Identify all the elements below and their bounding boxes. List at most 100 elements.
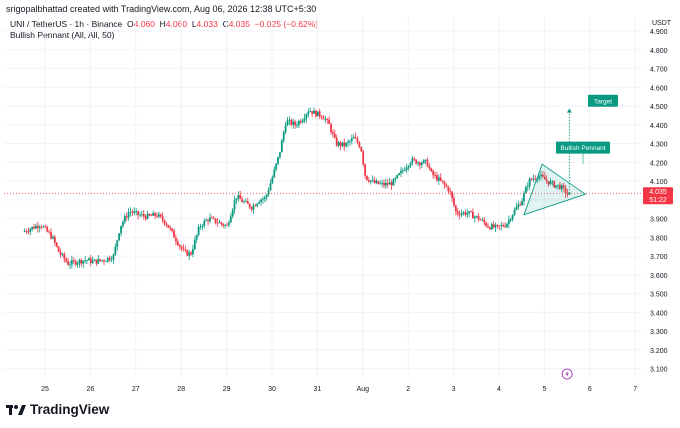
candle-body <box>473 216 476 219</box>
x-tick-label: 30 <box>268 386 276 393</box>
candle-body <box>135 211 138 212</box>
candle-body <box>309 111 312 112</box>
candle-body <box>220 222 223 224</box>
candle-body <box>349 141 351 142</box>
candle-body <box>167 224 170 228</box>
x-tick-label: 28 <box>177 386 185 393</box>
candle-body <box>33 226 35 229</box>
candle-body <box>106 257 109 262</box>
candle-body <box>241 199 244 203</box>
candle-body <box>80 259 83 264</box>
target-arrowhead <box>566 108 572 113</box>
candle-body <box>541 174 544 177</box>
candle-body <box>557 184 559 186</box>
candle-body <box>226 224 228 226</box>
candle-body <box>384 182 387 186</box>
candle-body <box>244 201 247 202</box>
symbol-label[interactable]: UNI / TetherUS · 1h · Binance <box>10 19 123 29</box>
candle-body <box>55 242 58 247</box>
candle-body <box>490 224 493 230</box>
candle-body <box>343 142 346 147</box>
pattern-overlay: Bullish Pennant Target <box>4 94 642 216</box>
y-tick-label: 4.300 <box>650 142 668 149</box>
legend-row-ohlc: UNI / TetherUS · 1h · Binance O4.060 H4.… <box>10 19 318 30</box>
candle-body <box>405 167 408 171</box>
candle-body <box>127 212 130 218</box>
candle-body <box>271 177 274 184</box>
candle-body <box>540 174 542 177</box>
candle-body <box>101 260 104 262</box>
candle-body <box>86 260 88 262</box>
candle-body <box>129 211 132 213</box>
candle-body <box>375 181 378 183</box>
candle-body <box>456 211 459 215</box>
candle-body <box>354 137 357 139</box>
bullish-pennant-label: Bullish Pennant <box>560 145 605 152</box>
candle-body <box>210 217 213 219</box>
candle-body <box>453 198 455 206</box>
candle-body <box>411 158 414 164</box>
candle-body <box>441 180 444 182</box>
indicator-label[interactable]: Bullish Pennant (All, All, 50) <box>10 30 115 40</box>
candle-body <box>524 187 527 194</box>
axes: 4.900 4.800 4.700 4.600 4.500 4.400 4.300 4.200… <box>41 20 673 393</box>
candle-body <box>273 169 276 178</box>
candle-body <box>509 219 512 221</box>
candle-body <box>532 178 535 180</box>
pennant-triangle <box>523 163 587 216</box>
candle-body <box>52 236 54 239</box>
candle-body <box>462 212 465 214</box>
candle-body <box>63 253 66 259</box>
candle-body <box>471 211 474 219</box>
candle-body <box>229 216 232 223</box>
candle-body <box>530 178 533 180</box>
y-tick-label: 3.100 <box>650 367 668 374</box>
candle-body <box>454 205 457 212</box>
candle-body <box>388 182 391 185</box>
candle-body <box>72 260 75 262</box>
candle-body <box>358 142 361 148</box>
x-tick-label: 7 <box>633 386 637 393</box>
tradingview-logo[interactable]: TradingView <box>6 402 109 417</box>
candle-body <box>277 157 279 164</box>
candle-body <box>328 119 331 124</box>
candle-body <box>409 163 412 167</box>
candle-body <box>258 201 261 204</box>
close-value: 4.035 <box>228 19 250 29</box>
candle-body <box>547 181 550 185</box>
candle-body <box>61 253 64 255</box>
candle-body <box>386 182 389 185</box>
candle-body <box>237 195 240 199</box>
candle-body <box>347 141 349 144</box>
candle-body <box>468 211 471 214</box>
y-tick-label: 4.200 <box>650 160 668 167</box>
candle-body <box>50 232 52 239</box>
candle-body <box>123 216 126 223</box>
y-tick-label: 4.700 <box>650 67 668 74</box>
target-label: Target <box>594 98 612 105</box>
candle-body <box>254 205 257 207</box>
candle-body <box>224 224 226 226</box>
candle-body <box>178 244 181 247</box>
candle-body <box>74 261 77 265</box>
candle-body <box>112 254 115 260</box>
candle-body <box>396 174 399 179</box>
candle-body <box>29 229 32 232</box>
candle-body <box>560 185 563 190</box>
candle-body <box>500 225 503 227</box>
candle-body <box>526 186 529 188</box>
candle-body <box>286 120 289 126</box>
candle-body <box>116 240 119 247</box>
candle-body <box>545 179 548 182</box>
candle-body <box>231 209 234 217</box>
candle-body <box>460 213 463 216</box>
candle-body <box>559 184 561 190</box>
candle-body <box>333 133 336 138</box>
candle-body <box>420 163 423 166</box>
candle-body <box>76 263 79 265</box>
candle-body <box>57 246 60 252</box>
candle-body <box>180 246 183 249</box>
candle-body <box>139 214 141 216</box>
candle-body <box>470 211 472 213</box>
